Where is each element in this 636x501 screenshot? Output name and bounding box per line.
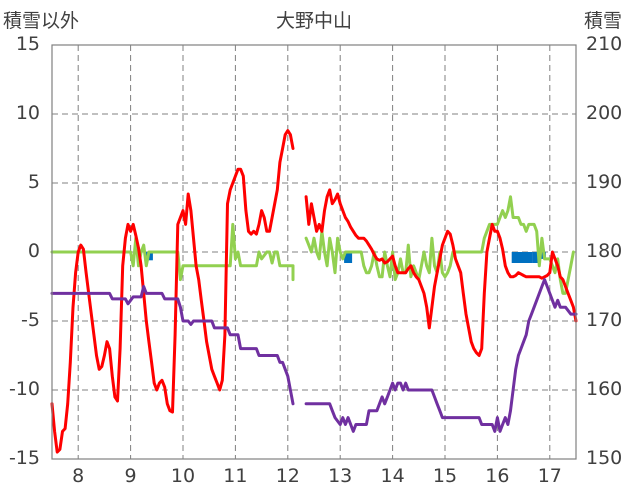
left-tick-label: -15 [8, 447, 40, 469]
x-tick-label: 14 [380, 465, 405, 487]
series-layer [50, 129, 578, 454]
right-tick-label: 200 [586, 102, 623, 124]
series-line [304, 195, 575, 295]
chart-title: 大野中山 [276, 10, 353, 32]
left-tick-label: 15 [15, 33, 40, 55]
left-tick-label: -5 [21, 309, 40, 331]
series-line [304, 188, 578, 357]
series-bar [511, 252, 520, 263]
right-tick-label: 170 [586, 309, 623, 331]
x-tick-label: 17 [537, 465, 562, 487]
series-bar [524, 252, 533, 263]
left-tick-label: 5 [27, 171, 40, 193]
x-tick-label: 16 [485, 465, 510, 487]
x-tick-label: 15 [432, 465, 458, 487]
right-tick-label: 150 [586, 447, 623, 469]
series-line [50, 129, 295, 454]
right-tick-label: 190 [586, 171, 623, 193]
left-tick-label: -10 [8, 378, 40, 400]
x-tick-label: 10 [170, 465, 196, 487]
plot-frame [51, 44, 577, 460]
right-tick-label: 160 [586, 378, 623, 400]
x-tick-label: 11 [223, 465, 248, 487]
series-bar [537, 252, 546, 259]
left-axis-label: 積雪以外 [3, 10, 80, 32]
x-tick-label: 8 [72, 465, 85, 487]
series-line [50, 285, 295, 406]
x-tick-label: 9 [124, 465, 137, 487]
series-bar [517, 252, 525, 263]
series-line [304, 278, 578, 433]
left-tick-label: 10 [15, 102, 40, 124]
right-tick-label: 180 [586, 240, 623, 262]
series-bar [344, 252, 353, 263]
grid [52, 45, 576, 459]
right-axis-label: 積雪 [584, 10, 623, 32]
x-tick-label: 13 [328, 465, 353, 487]
series-bar [532, 252, 541, 263]
x-tick-label: 12 [275, 465, 300, 487]
right-tick-label: 210 [586, 33, 623, 55]
left-tick-label: 0 [27, 240, 40, 262]
